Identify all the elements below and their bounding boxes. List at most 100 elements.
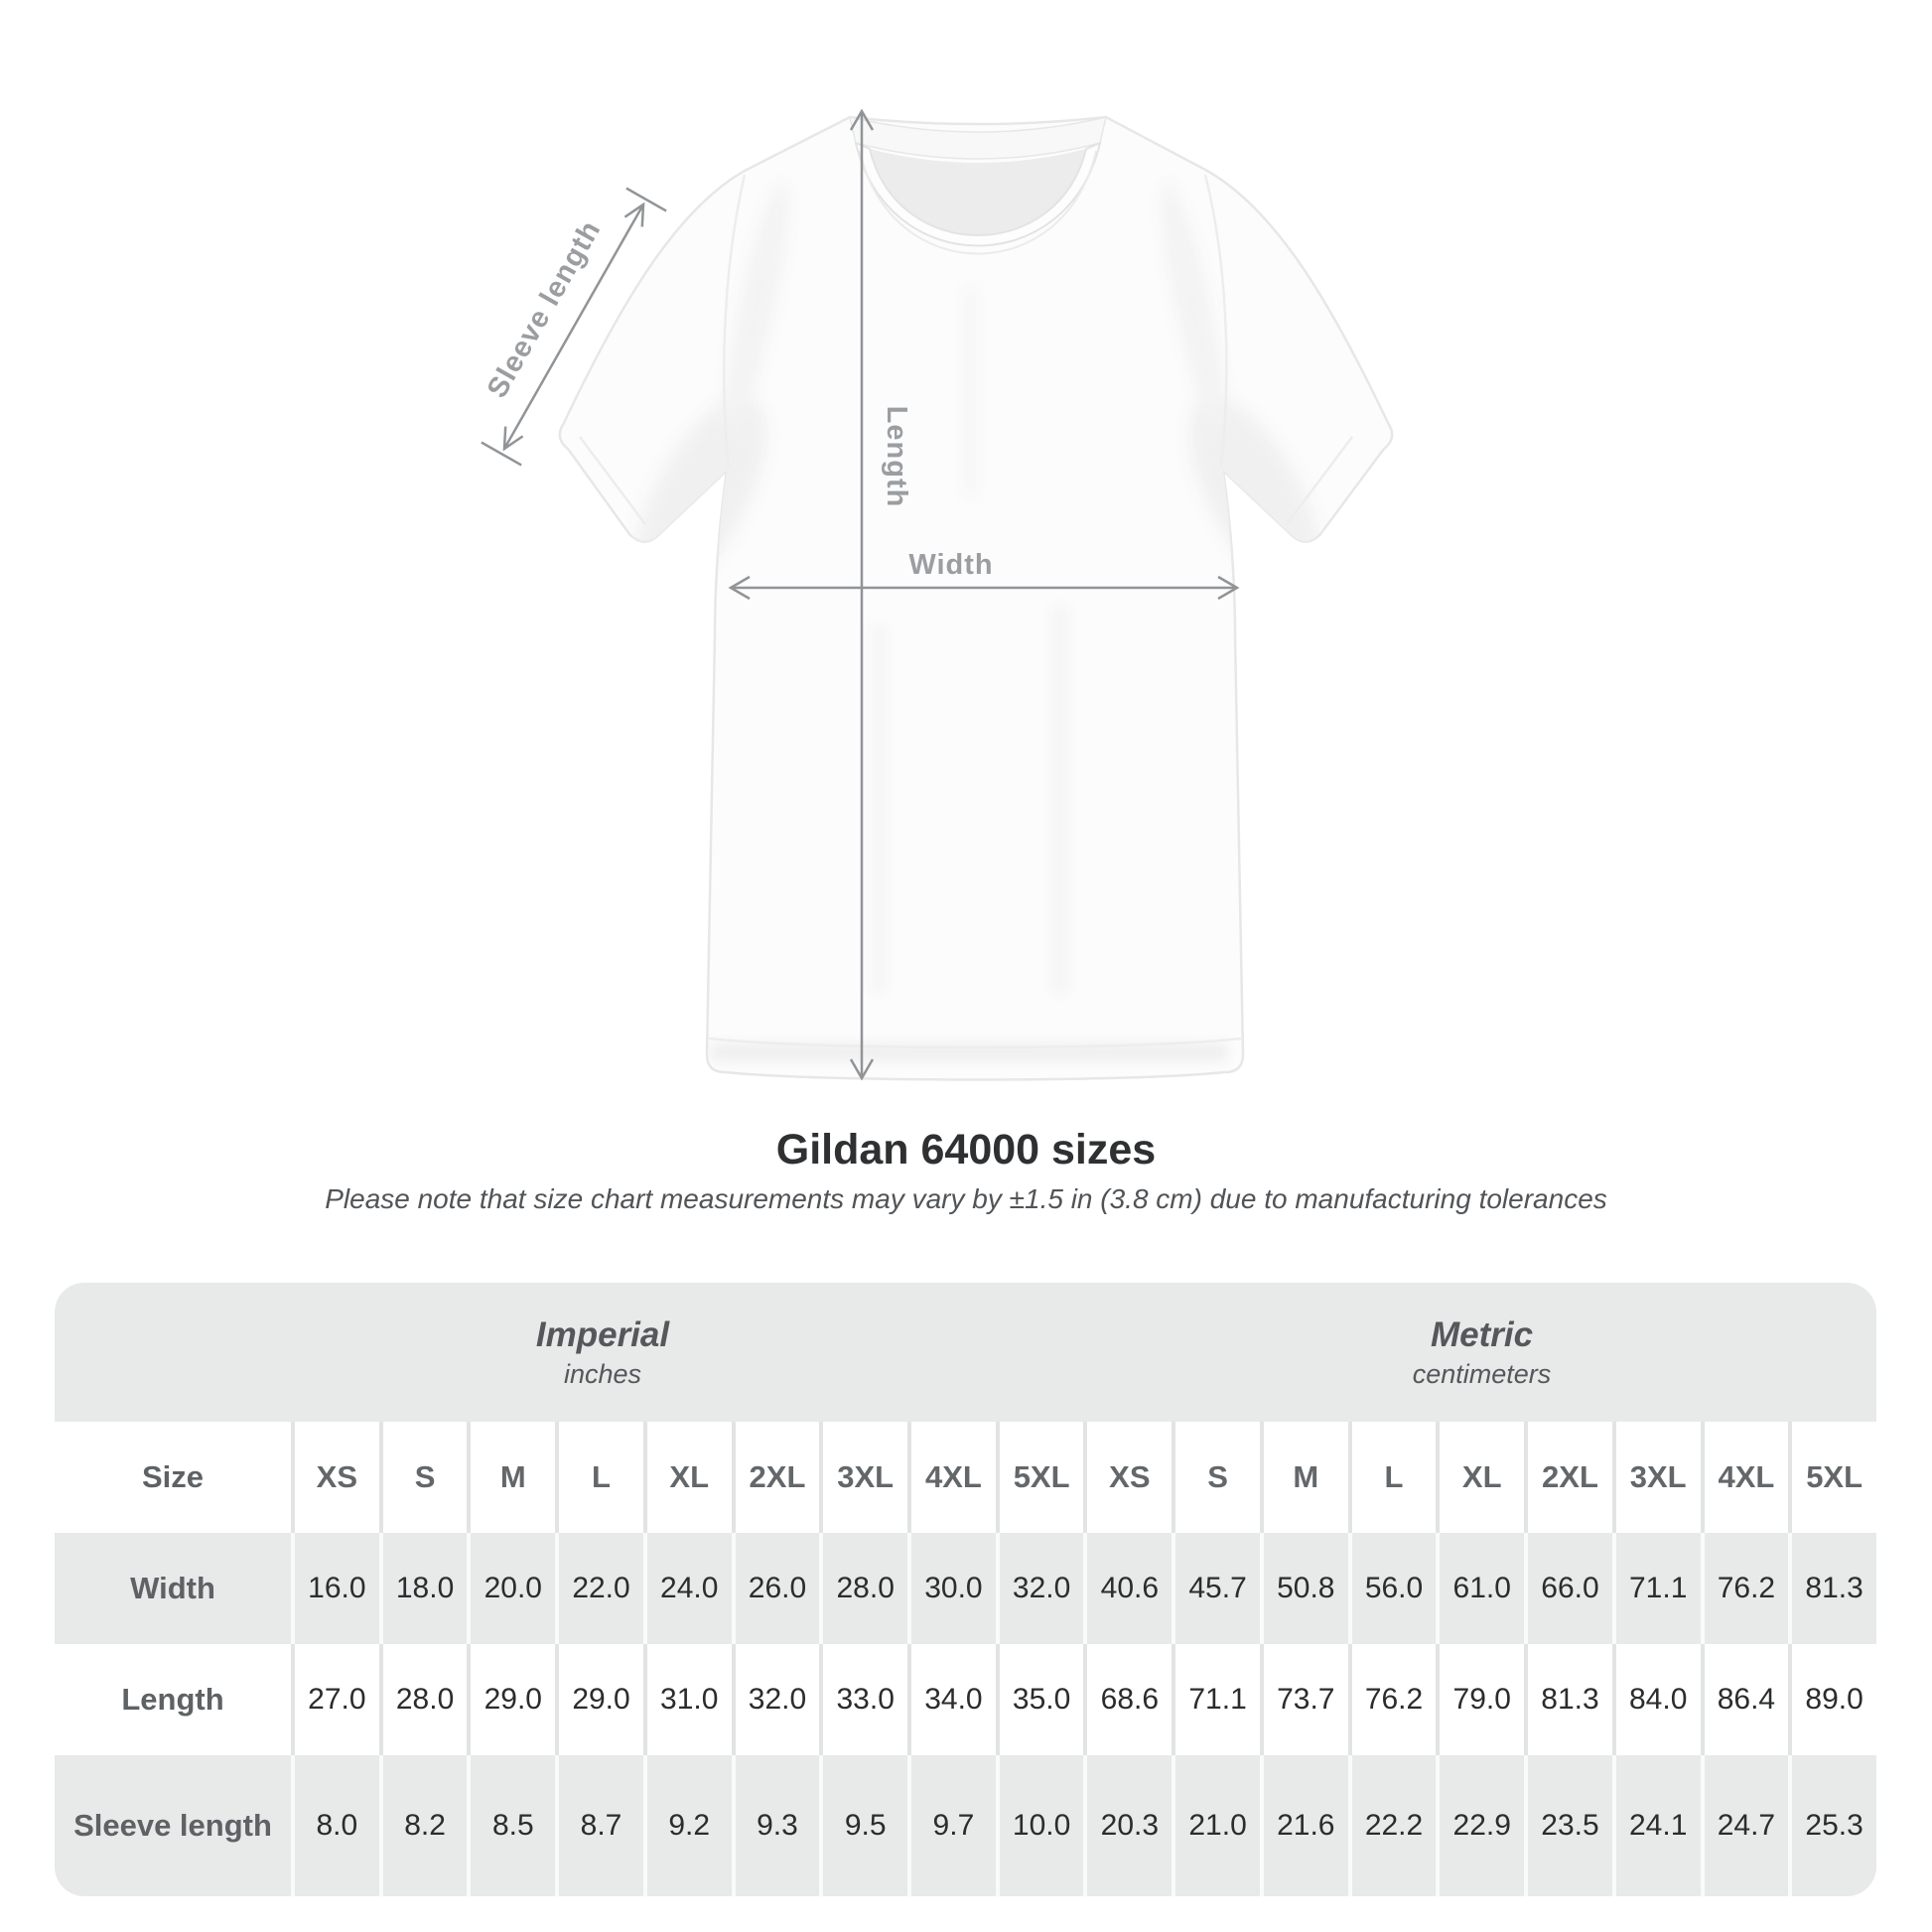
size-value-cell: 30.0: [911, 1533, 996, 1644]
size-value-cell: 20.3: [1087, 1755, 1173, 1896]
size-column-header: M: [1263, 1422, 1348, 1533]
size-value-cell: 29.0: [559, 1644, 643, 1755]
size-column-header: XS: [295, 1422, 379, 1533]
corner-header-size: Size: [55, 1422, 291, 1533]
size-column-header: S: [382, 1422, 468, 1533]
size-value-cell: 28.0: [382, 1644, 468, 1755]
size-value-cell: 9.7: [911, 1755, 996, 1896]
size-value-cell: 71.1: [1175, 1644, 1260, 1755]
size-column-header: 4XL: [1704, 1422, 1789, 1533]
size-table: Imperial inches Metric centimeters Size X…: [55, 1283, 1876, 1896]
row-label: Sleeve length: [55, 1755, 291, 1896]
size-header-row: Size XS S M L XL 2XL 3XL 4XL 5XL XS S M L XL 2XL 3XL 4XL 5…: [55, 1422, 1876, 1533]
size-value-cell: 89.0: [1792, 1644, 1876, 1755]
tshirt-body: [558, 115, 1394, 1081]
size-value-cell: 27.0: [295, 1644, 379, 1755]
size-column-header: XS: [1087, 1422, 1173, 1533]
size-value-cell: 34.0: [911, 1644, 996, 1755]
imperial-unit: inches: [563, 1358, 642, 1389]
size-value-cell: 20.0: [471, 1533, 556, 1644]
size-value-cell: 26.0: [735, 1533, 820, 1644]
size-value-cell: 81.3: [1792, 1533, 1876, 1644]
size-value-cell: 86.4: [1704, 1644, 1789, 1755]
tshirt-illustration: [558, 115, 1394, 1081]
size-column-header: 2XL: [1528, 1422, 1612, 1533]
size-value-cell: 25.3: [1792, 1755, 1876, 1896]
size-value-cell: 18.0: [382, 1533, 468, 1644]
size-value-cell: 79.0: [1440, 1644, 1525, 1755]
size-value-cell: 21.6: [1263, 1755, 1348, 1896]
tolerance-note: Please note that size chart measurements…: [325, 1183, 1607, 1214]
size-value-cell: 76.2: [1704, 1533, 1789, 1644]
size-value-cell: 23.5: [1528, 1755, 1612, 1896]
size-value-cell: 71.1: [1615, 1533, 1701, 1644]
imperial-label: Imperial: [535, 1314, 670, 1354]
size-value-cell: 16.0: [295, 1533, 379, 1644]
size-value-cell: 8.7: [559, 1755, 643, 1896]
size-column-header: 4XL: [911, 1422, 996, 1533]
size-column-header: 5XL: [1792, 1422, 1876, 1533]
size-value-cell: 50.8: [1263, 1533, 1348, 1644]
size-value-cell: 29.0: [471, 1644, 556, 1755]
size-column-header: M: [471, 1422, 556, 1533]
tshirt-seams: [579, 174, 1353, 1049]
tshirt-diagram: Sleeve length Length Width: [481, 108, 1394, 1081]
sleeve-length-arrow: [481, 187, 667, 467]
size-column-header: 2XL: [735, 1422, 820, 1533]
length-label: Length: [881, 406, 912, 508]
table-row: Length 27.0 28.0 29.0 29.0 31.0 32.0 33.0 34.0 35…: [55, 1644, 1876, 1755]
size-column-header: 5XL: [999, 1422, 1084, 1533]
size-value-cell: 81.3: [1528, 1644, 1612, 1755]
row-label: Width: [55, 1533, 291, 1644]
size-value-cell: 73.7: [1263, 1644, 1348, 1755]
width-arrow: [728, 575, 1240, 601]
size-column-header: 3XL: [1615, 1422, 1701, 1533]
metric-label: Metric: [1430, 1314, 1534, 1354]
size-value-cell: 61.0: [1440, 1533, 1525, 1644]
size-column-header: 3XL: [823, 1422, 908, 1533]
size-value-cell: 9.2: [646, 1755, 732, 1896]
table-row: Sleeve length 8.0 8.2 8.5 8.7 9.2 9.3 9.5 9.7 10.…: [55, 1755, 1876, 1896]
size-value-cell: 8.0: [295, 1755, 379, 1896]
size-column-header: XL: [1440, 1422, 1525, 1533]
size-value-cell: 33.0: [823, 1644, 908, 1755]
dimension-arrows: [481, 108, 1240, 1081]
size-value-cell: 22.9: [1440, 1755, 1525, 1896]
metric-header: Metric centimeters: [1087, 1283, 1876, 1422]
size-value-cell: 21.0: [1175, 1755, 1260, 1896]
size-value-cell: 9.5: [823, 1755, 908, 1896]
size-value-cell: 24.7: [1704, 1755, 1789, 1896]
size-value-cell: 24.1: [1615, 1755, 1701, 1896]
imperial-header: Imperial inches: [55, 1283, 1087, 1422]
size-value-cell: 45.7: [1175, 1533, 1260, 1644]
size-value-cell: 56.0: [1351, 1533, 1437, 1644]
size-value-cell: 40.6: [1087, 1533, 1173, 1644]
size-value-cell: 84.0: [1615, 1644, 1701, 1755]
size-value-cell: 8.2: [382, 1755, 468, 1896]
size-value-cell: 35.0: [999, 1644, 1084, 1755]
size-value-cell: 24.0: [646, 1533, 732, 1644]
metric-unit: centimeters: [1412, 1358, 1552, 1389]
length-arrow: [849, 108, 875, 1081]
size-value-cell: 8.5: [471, 1755, 556, 1896]
size-value-cell: 32.0: [999, 1533, 1084, 1644]
size-value-cell: 32.0: [735, 1644, 820, 1755]
table-row: Width 16.0 18.0 20.0 22.0 24.0 26.0 28.0 30.0 32.…: [55, 1533, 1876, 1644]
size-column-header: XL: [646, 1422, 732, 1533]
size-value-cell: 31.0: [646, 1644, 732, 1755]
row-label: Length: [55, 1644, 291, 1755]
size-value-cell: 28.0: [823, 1533, 908, 1644]
tshirt-collar: [848, 115, 1108, 255]
size-column-header: L: [559, 1422, 643, 1533]
size-value-cell: 68.6: [1087, 1644, 1173, 1755]
table-rows: Width 16.0 18.0 20.0 22.0 24.0 26.0 28.0 30.0 32.…: [55, 1533, 1876, 1896]
size-value-cell: 10.0: [999, 1755, 1084, 1896]
size-value-cell: 76.2: [1351, 1644, 1437, 1755]
width-label: Width: [908, 549, 993, 581]
unit-header: Imperial inches Metric centimeters: [55, 1283, 1876, 1422]
size-value-cell: 66.0: [1528, 1533, 1612, 1644]
size-column-header: S: [1175, 1422, 1260, 1533]
size-value-cell: 22.0: [559, 1533, 643, 1644]
size-value-cell: 22.2: [1351, 1755, 1437, 1896]
